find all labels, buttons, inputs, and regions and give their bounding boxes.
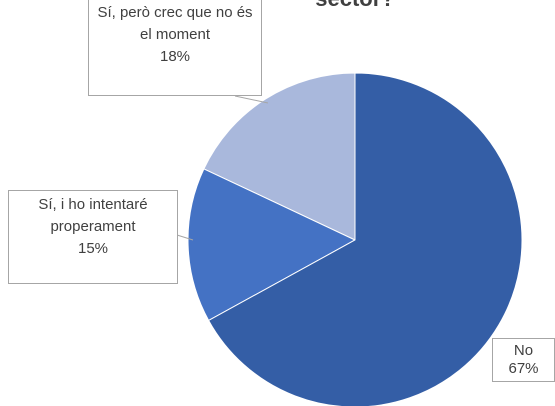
chart-title: sector? bbox=[300, 0, 410, 12]
leader-line bbox=[234, 95, 269, 104]
pie-slice bbox=[203, 72, 356, 241]
pie-slice bbox=[187, 168, 357, 322]
data-label: No 67% bbox=[492, 338, 555, 382]
label-category: Sí, però crec que no és el moment bbox=[97, 4, 253, 43]
label-value: 18% bbox=[159, 48, 191, 65]
label-category: Sí, i ho intentaré properament bbox=[38, 196, 148, 235]
pie-slice bbox=[207, 72, 523, 406]
label-value: 15% bbox=[77, 240, 109, 257]
label-category: No bbox=[513, 342, 534, 359]
label-value: 67% bbox=[508, 360, 539, 377]
data-label: Sí, però crec que no és el moment 18% bbox=[88, 0, 262, 96]
data-label: Sí, i ho intentaré properament 15% bbox=[8, 190, 178, 284]
leader-line bbox=[176, 234, 194, 241]
